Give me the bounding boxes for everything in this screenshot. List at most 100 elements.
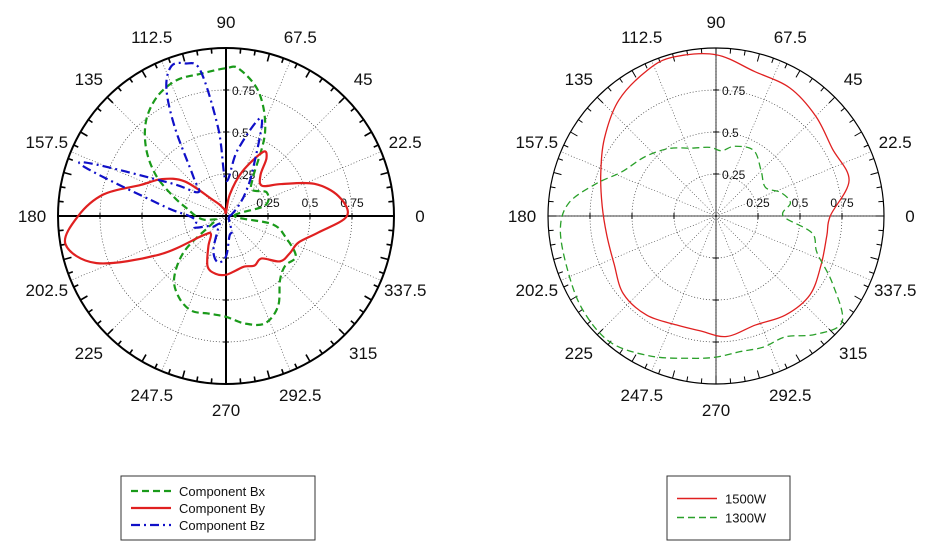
- angle-tick: [868, 271, 875, 274]
- grid-spoke: [225, 96, 346, 217]
- angle-tick-label: 180: [508, 207, 536, 226]
- angle-tick: [553, 256, 562, 260]
- grid-spoke: [596, 215, 717, 336]
- angle-tick: [154, 63, 158, 69]
- angle-tick-label: 0: [415, 207, 424, 226]
- angle-tick: [863, 284, 869, 288]
- angle-tick: [60, 186, 66, 189]
- angle-tick: [578, 309, 583, 313]
- angle-tick: [305, 70, 311, 78]
- polar-chart-components: 0 22.5 45 67.5 90 112.5 135 157.5 180 202.5 225 247…: [18, 13, 427, 420]
- series-line-1300w: [559, 145, 844, 359]
- angle-tick-label: 67.5: [774, 28, 807, 47]
- angle-tick: [849, 119, 854, 123]
- angle-tick-label: 292.5: [769, 386, 812, 405]
- angle-tick: [820, 86, 825, 92]
- angle-tick: [809, 349, 813, 354]
- angle-tick: [266, 370, 271, 379]
- angle-tick: [359, 308, 365, 314]
- series-line-1500w: [600, 53, 850, 338]
- angle-tick-label: 135: [565, 70, 593, 89]
- angle-ticks: [58, 48, 394, 384]
- angle-tick: [386, 186, 392, 189]
- series-line-component-by: [63, 150, 349, 277]
- angle-tick: [73, 144, 79, 148]
- grid-spoke: [715, 60, 781, 217]
- angle-tick-label: 337.5: [384, 281, 427, 300]
- angle-tick-label: 292.5: [279, 386, 322, 405]
- angle-tick-label: 135: [75, 70, 103, 89]
- angle-tick: [141, 354, 147, 362]
- angle-tick: [364, 131, 372, 137]
- legend-label: Component Bx: [179, 484, 265, 499]
- angle-tick: [330, 340, 335, 346]
- angle-tick: [294, 63, 298, 69]
- angle-tick: [141, 70, 147, 78]
- grid-spoke: [225, 60, 291, 217]
- angle-tick: [743, 50, 746, 56]
- angle-tick: [828, 328, 836, 336]
- angle-tick: [80, 131, 88, 137]
- angle-tick-label: 315: [839, 344, 867, 363]
- angle-labels: 0 22.5 45 67.5 90 112.5 135 157.5 180 202.5 225 247…: [508, 13, 917, 420]
- radial-tick-label-vertical: 0.25: [722, 168, 746, 182]
- grid-spoke: [225, 215, 382, 281]
- angle-tick: [73, 284, 79, 288]
- legend-label: Component By: [179, 501, 265, 516]
- grid-spoke: [70, 215, 227, 281]
- radial-tick-label-vertical: 0.5: [722, 126, 739, 140]
- angle-tick: [380, 256, 389, 261]
- angle-tick: [607, 340, 612, 346]
- angle-tick: [87, 118, 93, 124]
- angle-tick: [631, 354, 637, 362]
- grid-spoke: [715, 151, 872, 217]
- angle-tick-label: 270: [212, 401, 240, 420]
- radial-labels: 0.250.25 0.5 0.5 0.75 0.75: [722, 84, 854, 210]
- angle-tick-label: 202.5: [25, 281, 68, 300]
- angle-tick: [550, 243, 556, 246]
- angle-tick: [80, 295, 88, 301]
- angle-tick-label: 157.5: [515, 133, 558, 152]
- radial-tick-label-vertical: 0.75: [232, 84, 256, 98]
- legend-item: 1300W: [677, 511, 767, 526]
- angle-tick: [318, 349, 324, 355]
- angle-tick: [378, 270, 385, 275]
- angle-tick: [167, 57, 172, 64]
- angle-tick: [795, 354, 801, 362]
- grid-spoke: [560, 215, 717, 281]
- angle-tick: [181, 370, 186, 379]
- polar-chart-power: 0 22.5 45 67.5 90 112.5 135 157.5 180 202.5 225 247…: [508, 13, 917, 420]
- angle-tick-label: 90: [707, 13, 726, 32]
- angle-tick: [117, 340, 122, 346]
- angle-tick: [756, 370, 760, 379]
- angle-tick: [154, 363, 158, 369]
- angle-tick: [167, 368, 172, 375]
- angle-tick: [364, 295, 372, 301]
- angle-tick-label: 225: [75, 344, 103, 363]
- angle-tick: [553, 172, 562, 176]
- angle-tick-label: 157.5: [25, 133, 68, 152]
- grid-spoke: [106, 215, 227, 336]
- angle-tick: [196, 376, 199, 382]
- angle-tick: [305, 354, 311, 362]
- legend-components: Component Bx Component By Component Bz: [120, 475, 316, 541]
- angle-tick-label: 67.5: [284, 28, 317, 47]
- angle-tick: [350, 320, 356, 325]
- series-line-component-bz: [78, 61, 264, 264]
- grid-spoke: [225, 215, 346, 336]
- angle-tick: [106, 96, 114, 104]
- angle-tick: [253, 376, 256, 382]
- angle-tick: [373, 144, 379, 148]
- angle-tick: [196, 50, 199, 56]
- angle-tick-label: 0: [905, 207, 914, 226]
- angle-tick: [854, 295, 862, 301]
- angle-tick: [557, 158, 564, 161]
- angle-tick: [380, 171, 389, 176]
- angle-tick: [607, 86, 612, 92]
- angle-tick-label: 22.5: [389, 133, 422, 152]
- angle-tick: [854, 131, 862, 137]
- angle-tick: [128, 349, 134, 355]
- angle-tick: [809, 78, 813, 83]
- angle-tick: [596, 328, 604, 336]
- angle-tick: [378, 157, 385, 162]
